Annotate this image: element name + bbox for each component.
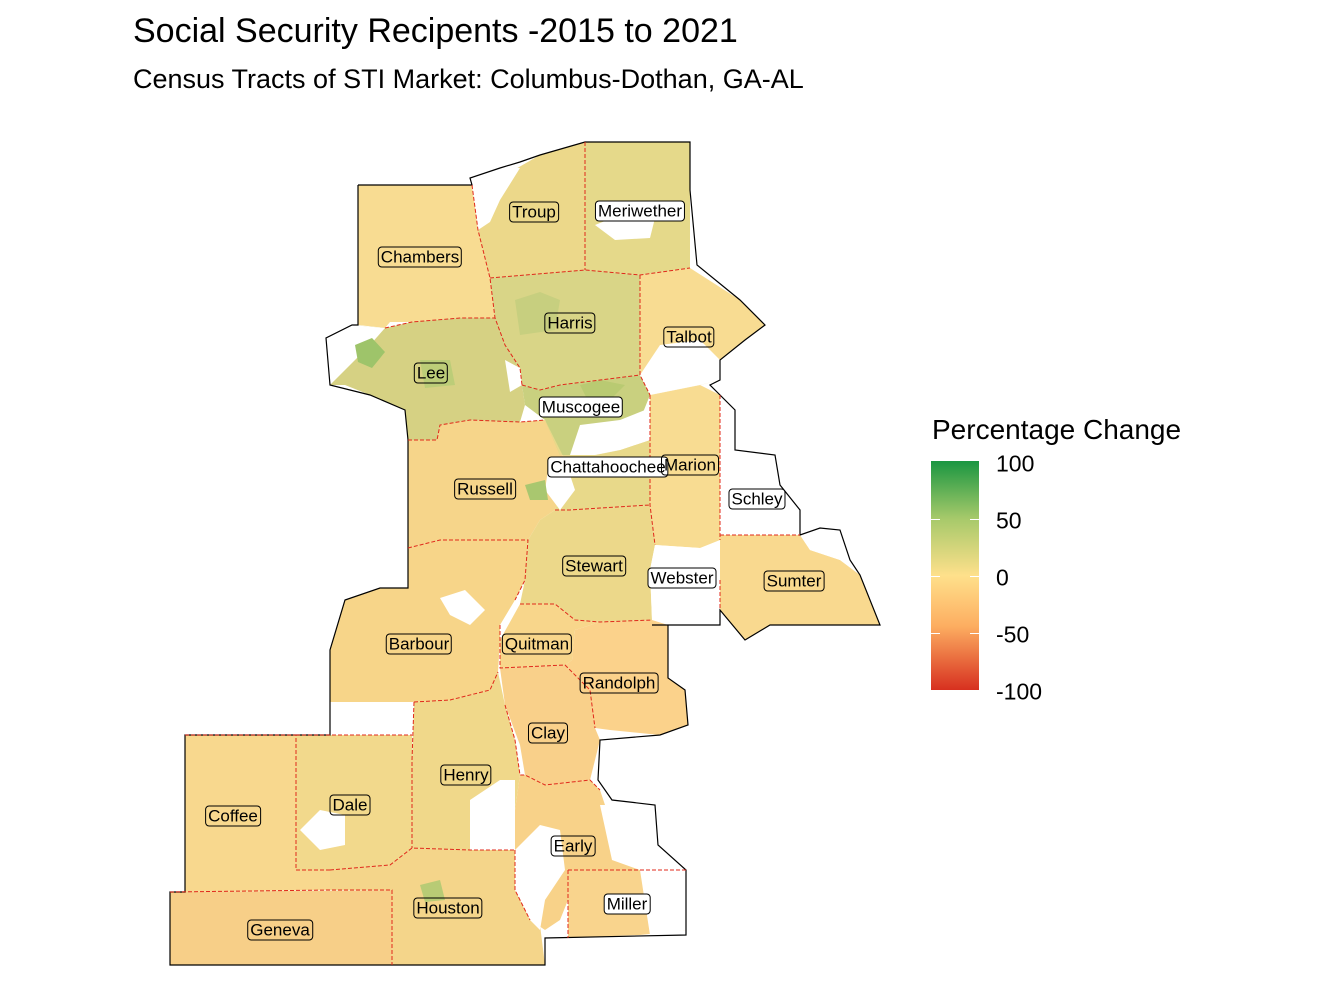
county-sumter [720, 535, 880, 640]
county-label-dale: Dale [329, 794, 371, 816]
county-label-sumter: Sumter [763, 570, 825, 592]
county-label-stewart: Stewart [562, 555, 626, 577]
legend-tick-minus-100: -100 [996, 678, 1043, 705]
county-randolph [565, 620, 688, 735]
county-label-webster: Webster [647, 567, 717, 589]
legend-tick-100: 100 [996, 450, 1035, 477]
county-label-meriwether: Meriwether [594, 200, 686, 222]
map-subtitle: Census Tracts of STI Market: Columbus-Do… [133, 64, 804, 94]
legend-title: Percentage Change [932, 414, 1182, 445]
legend-tick-minus-50: -50 [996, 621, 1030, 648]
county-coffee [185, 735, 330, 892]
county-label-henry: Henry [440, 764, 492, 786]
county-marion [650, 385, 720, 548]
high-change-tracts [355, 292, 625, 902]
legend-tick-50: 50 [996, 507, 1022, 534]
county-label-coffee: Coffee [205, 805, 261, 827]
county-label-russell: Russell [454, 478, 516, 500]
county-label-clay: Clay [527, 722, 569, 744]
county-barbour [330, 540, 528, 702]
map-title: Social Security Recipents -2015 to 2021 [133, 12, 738, 50]
county-label-muscogee: Muscogee [538, 396, 624, 418]
county-label-troup: Troup [509, 201, 559, 223]
county-label-talbot: Talbot [663, 326, 715, 348]
county-label-chambers: Chambers [377, 246, 463, 268]
county-label-marion: Marion [661, 454, 719, 476]
county-label-chattahoochee: Chattahoochee [547, 456, 669, 478]
market-outline [169, 141, 881, 966]
county-stewart [520, 505, 655, 622]
county-clay [500, 665, 600, 785]
county-label-geneva: Geneva [247, 919, 313, 941]
county-label-barbour: Barbour [385, 633, 453, 655]
county-label-houston: Houston [413, 897, 483, 919]
county-troup [470, 142, 585, 278]
county-russell [408, 420, 565, 548]
legend-tick-0: 0 [996, 564, 1009, 591]
legend-colorbar [931, 461, 979, 690]
county-label-randolph: Randolph [579, 672, 659, 694]
county-boundaries [169, 142, 800, 965]
county-houston [330, 848, 545, 965]
county-label-early: Early [550, 835, 596, 857]
county-label-harris: Harris [544, 312, 596, 334]
county-label-schley: Schley [728, 488, 786, 510]
county-chambers [358, 185, 495, 328]
county-label-miller: Miller [603, 893, 651, 915]
county-label-quitman: Quitman [501, 633, 573, 655]
county-geneva [170, 890, 392, 965]
county-label-lee: Lee [413, 362, 449, 384]
